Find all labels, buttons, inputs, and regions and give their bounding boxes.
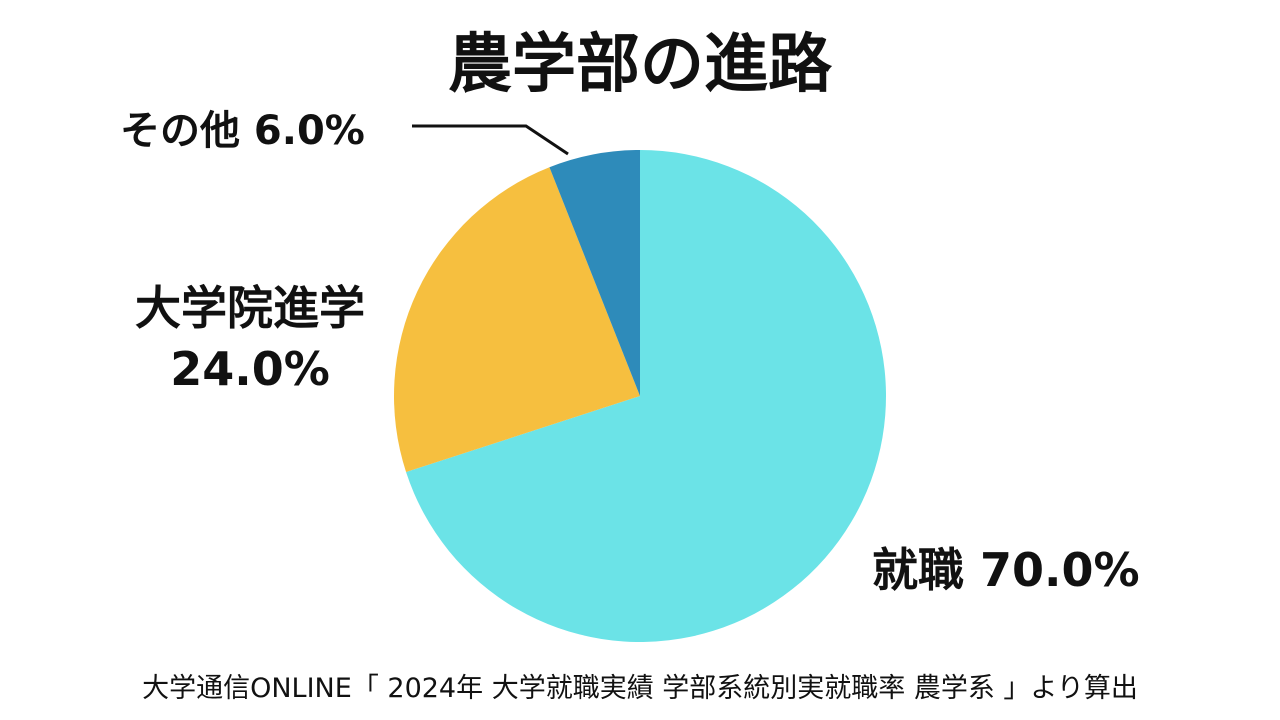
chart-title: 農学部の進路 <box>448 28 832 102</box>
data-label-other: その他 6.0% <box>120 108 365 154</box>
leader-line-other <box>412 124 569 156</box>
data-label-grad-school: 大学院進学 24.0% <box>110 282 390 396</box>
pie-slices <box>393 150 886 642</box>
data-label-grad-school-value: 24.0% <box>170 341 330 396</box>
source-note: 大学通信ONLINE「 2024年 大学就職実績 学部系統別実就職率 農学系 」… <box>142 673 1138 704</box>
slice-other <box>549 150 640 396</box>
data-label-employment: 就職 70.0% <box>872 543 1140 597</box>
data-label-grad-school-name: 大学院進学 <box>135 281 365 335</box>
slice-employment <box>406 150 886 642</box>
slice-grad-school <box>393 167 640 473</box>
